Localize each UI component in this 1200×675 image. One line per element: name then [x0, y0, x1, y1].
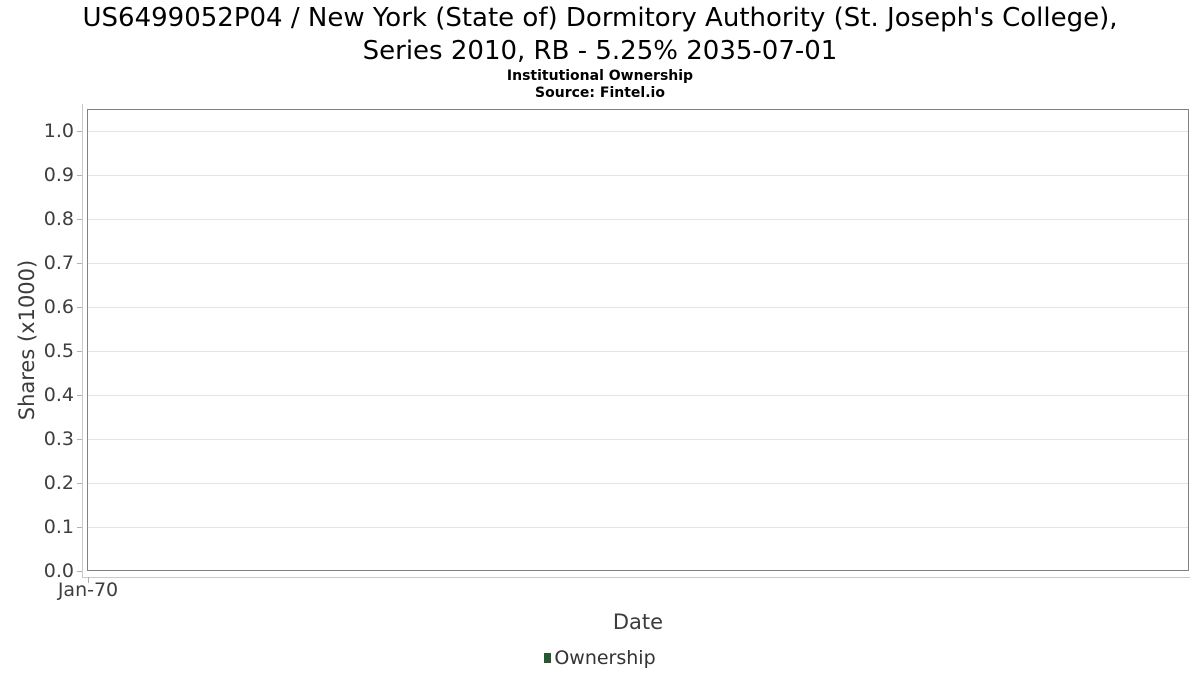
chart-subtitle: Institutional Ownership: [506, 68, 694, 84]
y-tick-mark: [77, 482, 82, 484]
y-tick-mark: [77, 526, 82, 528]
y-tick-label: 0.6: [43, 295, 74, 318]
legend-label: Ownership: [554, 647, 656, 669]
gridline: [88, 218, 1188, 220]
chart-title: US6499052P04 / New York (State of) Dormi…: [82, 3, 1118, 66]
y-tick-label: 0.0: [43, 560, 74, 582]
y-tick-mark: [77, 174, 82, 176]
y-tick-label: 0.5: [43, 339, 74, 362]
y-tick-mark: [77, 438, 82, 440]
plot-area: [87, 109, 1189, 571]
y-tick-mark: [77, 130, 82, 132]
gridline: [88, 526, 1188, 528]
y-tick-mark: [77, 306, 82, 308]
y-tick-label: 0.9: [43, 163, 74, 186]
y-tick-label: 1.0: [43, 119, 74, 142]
chart-source: Source: Fintel.io: [535, 85, 665, 101]
gridline: [88, 438, 1188, 440]
y-axis-spine: [82, 104, 83, 578]
legend: Ownership: [0, 648, 1200, 668]
x-axis-spine: [82, 577, 1190, 578]
y-tick-mark: [77, 262, 82, 264]
y-tick-label: 0.7: [43, 251, 74, 274]
gridline: [88, 130, 1188, 132]
gridline: [88, 174, 1188, 176]
y-tick-mark: [77, 571, 82, 572]
y-tick-label: 0.3: [43, 427, 74, 450]
legend-item-ownership[interactable]: Ownership: [544, 647, 656, 669]
y-tick-label: 0.8: [43, 207, 74, 230]
gridline: [88, 482, 1188, 484]
legend-marker: [544, 653, 552, 663]
x-tick-label: Jan-70: [57, 579, 119, 601]
y-tick-mark: [77, 394, 82, 396]
gridline: [88, 350, 1188, 352]
gridline: [88, 394, 1188, 396]
y-axis-title: Shares (x1000): [15, 259, 39, 421]
gridline: [88, 306, 1188, 308]
x-tick-mark: [88, 577, 89, 583]
y-tick-mark: [77, 350, 82, 352]
gridline: [88, 262, 1188, 264]
y-tick-label: 0.4: [43, 383, 74, 406]
y-tick-mark: [77, 218, 82, 220]
y-tick-label: 0.1: [43, 515, 74, 538]
y-tick-label: 0.2: [43, 471, 74, 494]
x-axis-title: Date: [612, 610, 664, 634]
